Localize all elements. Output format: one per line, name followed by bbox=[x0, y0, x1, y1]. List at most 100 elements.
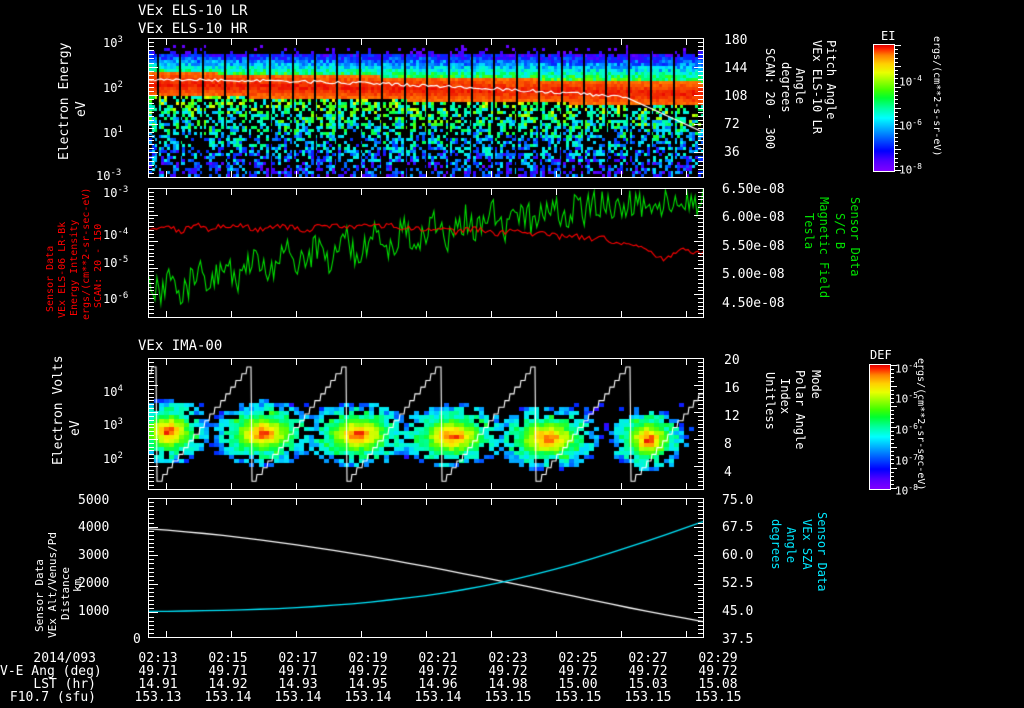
panel3-right-label-polar-angle: Polar Angle bbox=[793, 370, 807, 450]
panel2-ytick-1e-3: 10-3 bbox=[103, 185, 129, 200]
time-table-cell: 49.72 bbox=[628, 664, 668, 679]
time-table-row-label: V-E Ang (deg) bbox=[0, 664, 102, 679]
time-table-cell: 02:17 bbox=[278, 651, 318, 666]
panel1-title-line1: VEx ELS-10 LR bbox=[138, 3, 248, 19]
panel1-colorbar[interactable] bbox=[873, 44, 895, 172]
time-table-row-label: 2014/093 bbox=[33, 651, 96, 666]
panel3-ytick-1e3: 103 bbox=[103, 417, 123, 432]
panel4-left-label-sensor-id: VEx Alt/Venus/Pd bbox=[46, 532, 59, 638]
panel1-rtick-144: 144 bbox=[724, 61, 748, 76]
time-table-cell: 14.93 bbox=[278, 677, 318, 692]
time-table-cell: 15.00 bbox=[558, 677, 598, 692]
time-table-cell: 153.14 bbox=[204, 690, 252, 705]
panel4-rtick-45: 45.0 bbox=[722, 604, 754, 619]
panel4-left-label-units: km bbox=[71, 578, 84, 592]
time-table-cell: 15.08 bbox=[698, 677, 738, 692]
time-table-cell: 02:23 bbox=[488, 651, 528, 666]
time-table-cell: 02:21 bbox=[418, 651, 458, 666]
panel3-cbar-tick-1e-4: 10-4 bbox=[895, 361, 918, 376]
time-table-cell: 02:29 bbox=[698, 651, 738, 666]
panel3-right-label-mode: Mode bbox=[809, 370, 823, 399]
panel4-ytick-5000: 5000 bbox=[78, 493, 110, 508]
time-table-cell: 02:25 bbox=[558, 651, 598, 666]
panel4-right-label-sensor-data: Sensor Data bbox=[815, 512, 829, 592]
panel1-right-label-pitch-angle: Pitch Angle bbox=[824, 40, 838, 120]
panel2-right-label-units: Tesla bbox=[802, 213, 816, 250]
panel1-rtick-72: 72 bbox=[724, 117, 740, 132]
time-table-cell: 49.72 bbox=[488, 664, 528, 679]
time-table-cell: 153.14 bbox=[414, 690, 462, 705]
time-table-cell: 49.72 bbox=[348, 664, 388, 679]
time-table-cell: 14.92 bbox=[208, 677, 248, 692]
panel2-left-label-scan: SCAN: 20 - 150 bbox=[93, 223, 104, 308]
panel3-rtick-20: 20 bbox=[724, 353, 740, 368]
time-table-cell: 153.14 bbox=[344, 690, 392, 705]
panel2-plot-area[interactable] bbox=[148, 188, 704, 318]
panel2-right-label-sc-b: S/C B bbox=[833, 213, 847, 250]
panel3-plot-area[interactable] bbox=[148, 358, 704, 490]
panel4-rtick-60: 60.0 bbox=[722, 548, 754, 563]
panel3-rtick-4: 4 bbox=[724, 465, 732, 480]
panel4-right-label-units: degrees bbox=[769, 519, 783, 570]
time-table-cell: 49.71 bbox=[138, 664, 178, 679]
panel1-plot-area[interactable] bbox=[148, 38, 704, 178]
panel3-rtick-12: 12 bbox=[724, 409, 740, 424]
panel4-left-label-quantity: Distance bbox=[59, 567, 72, 620]
time-table-cell: 153.15 bbox=[484, 690, 532, 705]
panel4-rtick-675: 67.5 bbox=[722, 520, 754, 535]
panel4-rtick-525: 52.5 bbox=[722, 576, 754, 591]
panel4-rtick-75: 75.0 bbox=[722, 493, 754, 508]
panel3-ylabel-line1: Electron Volts bbox=[51, 355, 66, 465]
panel3-ytick-1e2: 102 bbox=[103, 451, 123, 466]
panel1-ytick-10: 101 bbox=[103, 125, 123, 140]
panel4-ytick-1000: 1000 bbox=[78, 604, 110, 619]
panel2-left-label-units: ergs/(cm**2-sr-sec-eV) bbox=[81, 187, 92, 320]
panel1-rtick-36: 36 bbox=[724, 145, 740, 160]
panel3-cbar-tick-1e-6: 10-6 bbox=[895, 422, 918, 437]
panel1-ylabel-line1: Electron Energy bbox=[57, 42, 72, 160]
time-table-row-label: F10.7 (sfu) bbox=[9, 690, 96, 705]
panel4-ytick-2000: 2000 bbox=[78, 576, 110, 591]
panel3-ylabel-line2: eV bbox=[68, 420, 83, 436]
time-table-cell: 14.91 bbox=[138, 677, 178, 692]
time-table-cell: 153.15 bbox=[554, 690, 602, 705]
panel1-title-line2: VEx ELS-10 HR bbox=[138, 21, 248, 37]
panel2-right-label-sensor-data: Sensor Data bbox=[848, 197, 862, 277]
panel3-title: VEx IMA-00 bbox=[138, 338, 223, 354]
time-table-cell: 14.98 bbox=[488, 677, 528, 692]
panel1-cbar-tick-1e-4: 10-4 bbox=[899, 74, 922, 89]
panel1-right-label-angle: Angle bbox=[793, 68, 807, 105]
panel2-left-label-quantity: Energy Intensity bbox=[69, 219, 80, 316]
panel2-ytick-1e-4: 10-4 bbox=[103, 227, 129, 242]
time-table-cell: 153.13 bbox=[134, 690, 182, 705]
panel4-right-label-angle: Angle bbox=[784, 527, 798, 564]
panel2-left-label-sensor-id: VEx ELS-06 LR-Bk bbox=[57, 221, 68, 318]
axis-tick bbox=[890, 406, 897, 407]
panel2-rtick-650: 6.50e-08 bbox=[722, 182, 785, 197]
time-table-cell: 02:13 bbox=[138, 651, 178, 666]
time-table-cell: 15.03 bbox=[628, 677, 668, 692]
panel1-ylabel-line2: eV bbox=[74, 101, 89, 117]
panel1-right-label-scan: SCAN: 20 - 300 bbox=[763, 48, 777, 150]
panel3-cbar-tick-1e-5: 10-5 bbox=[895, 391, 918, 406]
panel3-rtick-16: 16 bbox=[724, 381, 740, 396]
panel4-ytick-0: 0 bbox=[133, 632, 141, 647]
panel1-colorbar-units: ergs/(cm**2-s-sr-eV) bbox=[931, 36, 942, 157]
panel1-right-label-units: degrees bbox=[779, 62, 793, 113]
time-table-cell: 02:27 bbox=[628, 651, 668, 666]
panel2-rtick-550: 5.50e-08 bbox=[722, 239, 785, 254]
panel3-colorbar-title: DEF bbox=[870, 348, 892, 362]
panel4-left-label-sensor-data: Sensor Data bbox=[33, 559, 46, 632]
time-table-cell: 14.95 bbox=[348, 677, 388, 692]
time-table-cell: 153.15 bbox=[624, 690, 672, 705]
time-table-cell: 49.71 bbox=[208, 664, 248, 679]
panel1-cbar-tick-1e-6: 10-6 bbox=[899, 118, 922, 133]
panel4-plot-area[interactable] bbox=[148, 498, 704, 638]
panel3-colorbar[interactable] bbox=[869, 364, 891, 490]
panel3-colorbar-units: ergs/(cm**2-sr-sec-eV) bbox=[915, 358, 926, 491]
panel3-rtick-8: 8 bbox=[724, 437, 732, 452]
panel2-ytick-1e-6: 10-6 bbox=[103, 291, 129, 306]
panel4-ytick-3000: 3000 bbox=[78, 548, 110, 563]
panel3-cbar-tick-1e-7: 10-7 bbox=[895, 453, 918, 468]
axis-tick bbox=[890, 447, 897, 448]
